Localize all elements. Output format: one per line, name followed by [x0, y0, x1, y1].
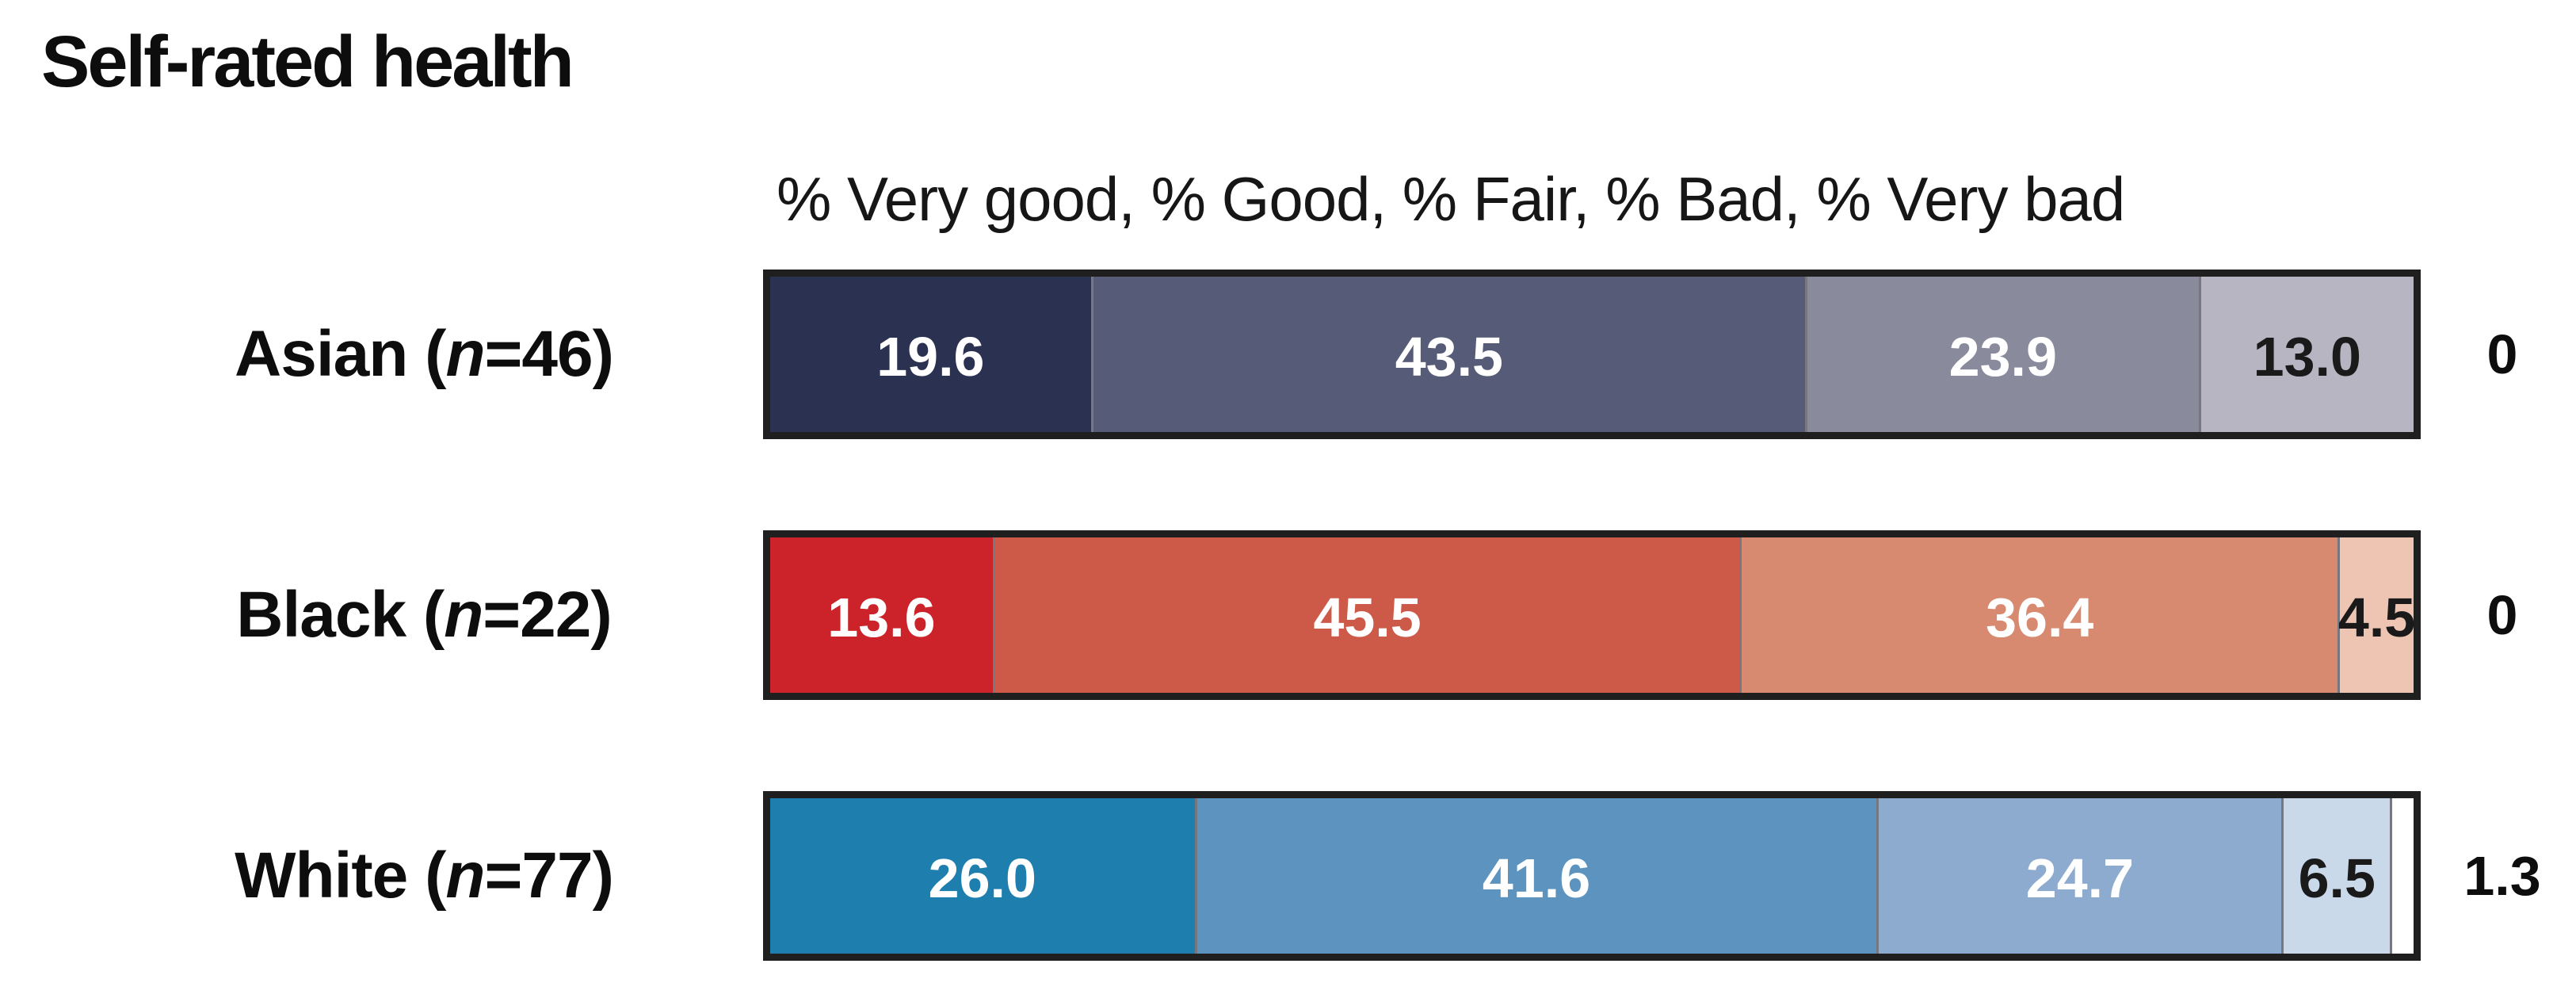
row-label-prefix: Black (	[236, 579, 445, 651]
outside-value-label: 1.3	[2463, 845, 2541, 907]
row-label-n-variable: n	[445, 318, 485, 390]
segment-value-label: 43.5	[1395, 326, 1503, 388]
segment-value-label: 19.6	[876, 326, 985, 388]
row-label-n-variable: n	[444, 579, 483, 651]
bar-segment: 43.5	[1090, 277, 1806, 432]
bar-segment: 24.7	[1876, 798, 2282, 954]
bar-segment: 4.5	[2337, 537, 2416, 693]
segment-value-label: 6.5	[2298, 847, 2376, 909]
segment-value-label: 45.5	[1313, 587, 1422, 648]
bar-row: White (n =77) 26.0 41.6 24.7 6.5 1.3	[0, 791, 2576, 961]
segment-value-label: 13.6	[827, 587, 936, 648]
stacked-bar: 19.6 43.5 23.9 13.0	[763, 270, 2421, 439]
bar-segment	[2390, 798, 2414, 954]
segment-value-label: 13.0	[2253, 326, 2361, 388]
row-label-prefix: Asian (	[235, 318, 446, 390]
bar-segment: 19.6	[770, 277, 1091, 432]
segment-value-label: 4.5	[2337, 587, 2416, 648]
bar-segment: 6.5	[2281, 798, 2391, 954]
stacked-bar: 26.0 41.6 24.7 6.5	[763, 791, 2421, 961]
segment-value-label: 41.6	[1482, 847, 1591, 909]
outside-value-label: 0	[2486, 584, 2518, 646]
row-label: Black (n =22)	[103, 530, 745, 700]
outside-value-label: 0	[2486, 323, 2518, 385]
bar-segment: 26.0	[770, 798, 1195, 954]
bar-segment: 13.0	[2198, 277, 2414, 432]
legend-caption: % Very good, % Good, % Fair, % Bad, % Ve…	[777, 164, 2125, 234]
row-label-suffix: =22)	[483, 579, 612, 651]
bar-row: Black (n =22) 13.6 45.5 36.4 4.5 0	[0, 530, 2576, 700]
bar-row: Asian (n =46) 19.6 43.5 23.9 13.0 0	[0, 270, 2576, 439]
segment-value-label: 26.0	[928, 847, 1036, 909]
bar-segment: 36.4	[1739, 537, 2338, 693]
row-label-suffix: =46)	[484, 318, 614, 390]
bar-segment: 41.6	[1194, 798, 1876, 954]
chart-title: Self-rated health	[41, 21, 574, 102]
segment-value-label: 24.7	[2025, 847, 2135, 909]
bar-segment: 13.6	[770, 537, 993, 693]
segment-value-label: 23.9	[1948, 326, 2057, 388]
row-label-prefix: White (	[235, 839, 446, 912]
bar-segment: 23.9	[1805, 277, 2199, 432]
stacked-bar: 13.6 45.5 36.4 4.5	[763, 530, 2421, 700]
row-label: Asian (n =46)	[103, 270, 745, 439]
row-label-suffix: =77)	[484, 839, 613, 912]
row-label-n-variable: n	[445, 839, 485, 912]
segment-value-label: 36.4	[1986, 587, 2094, 648]
bar-segment: 45.5	[992, 537, 1740, 693]
row-label: White (n =77)	[103, 791, 745, 961]
